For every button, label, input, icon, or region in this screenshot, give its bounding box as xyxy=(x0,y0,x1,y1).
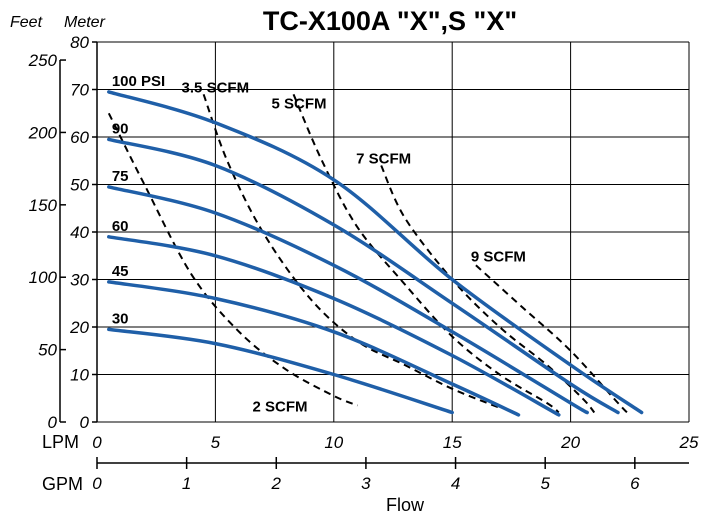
gpm-tick-label: 6 xyxy=(630,474,640,493)
lpm-tick-label: 5 xyxy=(211,433,221,452)
meter-tick-label: 10 xyxy=(70,366,89,385)
gpm-tick-label: 1 xyxy=(182,474,191,493)
lpm-tick-label: 10 xyxy=(324,433,343,452)
x-axis-title: Flow xyxy=(386,495,425,515)
lpm-tick-label: 20 xyxy=(560,433,580,452)
meter-tick-label: 80 xyxy=(70,33,89,52)
meter-tick-label: 50 xyxy=(70,176,89,195)
meter-tick-label: 70 xyxy=(70,81,89,100)
air-consumption-label-1: 3.5 SCFM xyxy=(182,79,250,96)
feet-tick-label: 0 xyxy=(48,413,58,432)
pressure-curve-0 xyxy=(107,90,644,415)
chart-title: TC-X100A "X",S "X" xyxy=(263,6,517,36)
gpm-tick-label: 0 xyxy=(92,474,102,493)
pressure-label-1: 90 xyxy=(112,120,129,137)
air-consumption-label-2: 5 SCFM xyxy=(272,95,327,112)
gpm-tick-label: 2 xyxy=(271,474,282,493)
feet-tick-label: 100 xyxy=(29,268,58,287)
y-unit-feet: Feet xyxy=(10,14,43,31)
pressure-curve-1 xyxy=(107,137,620,415)
air-consumption-line-1 xyxy=(202,93,500,409)
x-unit-lpm: LPM xyxy=(42,432,79,452)
feet-tick-label: 150 xyxy=(29,196,58,215)
meter-tick-label: 40 xyxy=(70,223,89,242)
pressure-curve-5 xyxy=(107,327,454,415)
air-consumption-line-4 xyxy=(475,264,631,416)
pressure-label-0: 100 PSI xyxy=(112,73,165,90)
air-consumption-label-3: 7 SCFM xyxy=(356,151,411,168)
meter-tick-label: 30 xyxy=(70,271,89,290)
pressure-curve-4 xyxy=(107,280,521,417)
gpm-tick-label: 5 xyxy=(540,474,550,493)
lpm-tick-label: 0 xyxy=(92,433,102,452)
meter-tick-label: 0 xyxy=(80,413,90,432)
pressure-label-4: 45 xyxy=(112,263,129,280)
pressure-curve-2 xyxy=(107,185,589,415)
feet-tick-label: 250 xyxy=(28,51,58,70)
pressure-label-3: 60 xyxy=(112,218,129,235)
meter-tick-label: 60 xyxy=(70,128,89,147)
air-consumption-label-4: 9 SCFM xyxy=(471,248,526,265)
gpm-tick-label: 3 xyxy=(361,474,371,493)
lpm-tick-label: 25 xyxy=(679,433,699,452)
pressure-label-2: 75 xyxy=(112,168,129,185)
gpm-tick-label: 4 xyxy=(451,474,460,493)
air-consumption-line-2 xyxy=(292,93,560,414)
feet-tick-label: 200 xyxy=(28,123,58,142)
air-consumption-label-0: 2 SCFM xyxy=(252,398,307,415)
feet-tick-label: 50 xyxy=(38,341,57,360)
meter-tick-label: 20 xyxy=(69,318,89,337)
pressure-label-5: 30 xyxy=(112,310,129,327)
x-unit-gpm: GPM xyxy=(42,474,83,494)
y-unit-meter: Meter xyxy=(64,14,106,31)
lpm-tick-label: 15 xyxy=(443,433,462,452)
pressure-curve-3 xyxy=(107,235,561,417)
air-consumption-line-0 xyxy=(107,112,358,407)
